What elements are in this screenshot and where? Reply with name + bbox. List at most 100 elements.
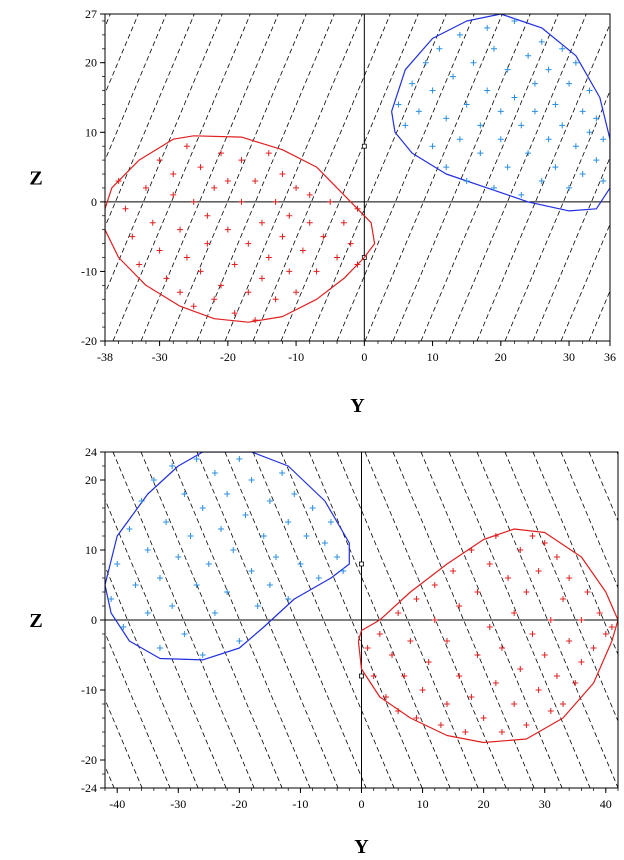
data-point — [315, 575, 322, 581]
data-point — [559, 122, 566, 129]
data-point — [224, 226, 231, 233]
data-point — [559, 45, 566, 52]
data-point — [586, 129, 593, 136]
data-point — [193, 582, 200, 588]
data-point — [224, 491, 231, 497]
data-point — [245, 240, 252, 247]
hatch-line — [560, 452, 618, 589]
chart-bottom: -40 -30 -20 -10 0 10 20 30 40 -24 -20 -10 0 10 20 24 Y Z — [0, 445, 619, 858]
data-point — [505, 575, 512, 581]
data-point — [419, 687, 426, 693]
data-point — [309, 505, 316, 511]
data-point — [395, 708, 402, 714]
data-point — [535, 568, 542, 574]
data-point — [415, 108, 422, 115]
data-point — [517, 547, 524, 553]
hatch-line — [476, 23, 610, 341]
data-point — [593, 157, 600, 164]
data-point — [266, 498, 273, 504]
plot-frame — [104, 13, 611, 342]
axis-marker — [361, 143, 367, 149]
hatch-line — [392, 14, 531, 341]
x-tick-label: -40 — [109, 797, 125, 811]
data-point — [136, 261, 143, 268]
x-axis-title: Y — [354, 836, 369, 858]
data-point — [590, 645, 597, 651]
data-point — [429, 143, 436, 150]
data-point — [529, 631, 536, 637]
hatch-line — [560, 223, 610, 341]
data-point — [436, 45, 443, 52]
hatch-line — [224, 452, 367, 788]
data-point — [144, 610, 151, 616]
data-point — [205, 561, 212, 567]
data-point — [279, 470, 286, 476]
hatch-line — [140, 14, 279, 341]
data-point — [547, 708, 554, 714]
data-point — [463, 177, 470, 184]
hatch-line — [420, 14, 559, 341]
hatch-line — [280, 452, 423, 788]
data-point — [409, 80, 416, 87]
data-point — [327, 519, 334, 525]
hatch-line — [224, 14, 363, 341]
data-point — [254, 603, 261, 609]
data-point — [183, 254, 190, 261]
data-point — [608, 624, 615, 630]
data-point — [156, 645, 163, 651]
data-point — [486, 624, 493, 630]
data-point — [566, 638, 573, 644]
hatch-line — [140, 452, 283, 788]
data-point — [480, 715, 487, 721]
y-tick-label: -20 — [81, 753, 97, 767]
hatch-line — [0, 452, 30, 788]
data-point — [114, 561, 121, 567]
x-tick-label: 30 — [539, 797, 551, 811]
hatch-line — [504, 452, 618, 723]
series-0 — [105, 135, 376, 324]
hatch-line — [105, 765, 115, 788]
data-point — [236, 638, 243, 644]
data-point — [444, 701, 450, 707]
data-point — [327, 198, 334, 205]
hatch-line — [196, 452, 339, 788]
data-point — [181, 491, 188, 497]
data-point — [190, 198, 197, 205]
data-point — [108, 596, 115, 602]
data-point — [535, 687, 542, 693]
x-tick-label: -20 — [220, 350, 236, 364]
hatch-line — [105, 498, 227, 788]
data-point — [197, 268, 204, 275]
data-point — [129, 233, 136, 240]
data-point — [321, 540, 328, 546]
data-point — [199, 652, 206, 658]
data-point — [474, 589, 481, 595]
x-tick-label: -20 — [231, 797, 247, 811]
data-point — [248, 568, 255, 574]
data-point — [443, 115, 450, 122]
hatch-line — [617, 14, 624, 341]
data-point — [560, 701, 567, 707]
data-point — [272, 296, 279, 303]
data-point — [518, 191, 525, 198]
data-point — [486, 561, 493, 567]
data-point — [395, 101, 402, 108]
series-1 — [357, 528, 618, 744]
hatch-line — [308, 14, 447, 341]
data-point — [600, 136, 607, 143]
data-point — [177, 289, 184, 296]
data-point — [224, 589, 231, 595]
data-point — [413, 596, 420, 602]
data-point — [285, 596, 292, 602]
x-tick-label: 20 — [478, 797, 490, 811]
hatch-line — [392, 452, 535, 788]
data-point — [260, 533, 267, 539]
hatch-line — [476, 452, 618, 788]
data-point — [517, 666, 524, 672]
data-point — [468, 547, 475, 553]
data-point — [525, 52, 532, 59]
data-point — [291, 491, 298, 497]
data-point — [552, 164, 559, 171]
data-point — [218, 526, 225, 532]
hatch-line — [168, 452, 311, 788]
